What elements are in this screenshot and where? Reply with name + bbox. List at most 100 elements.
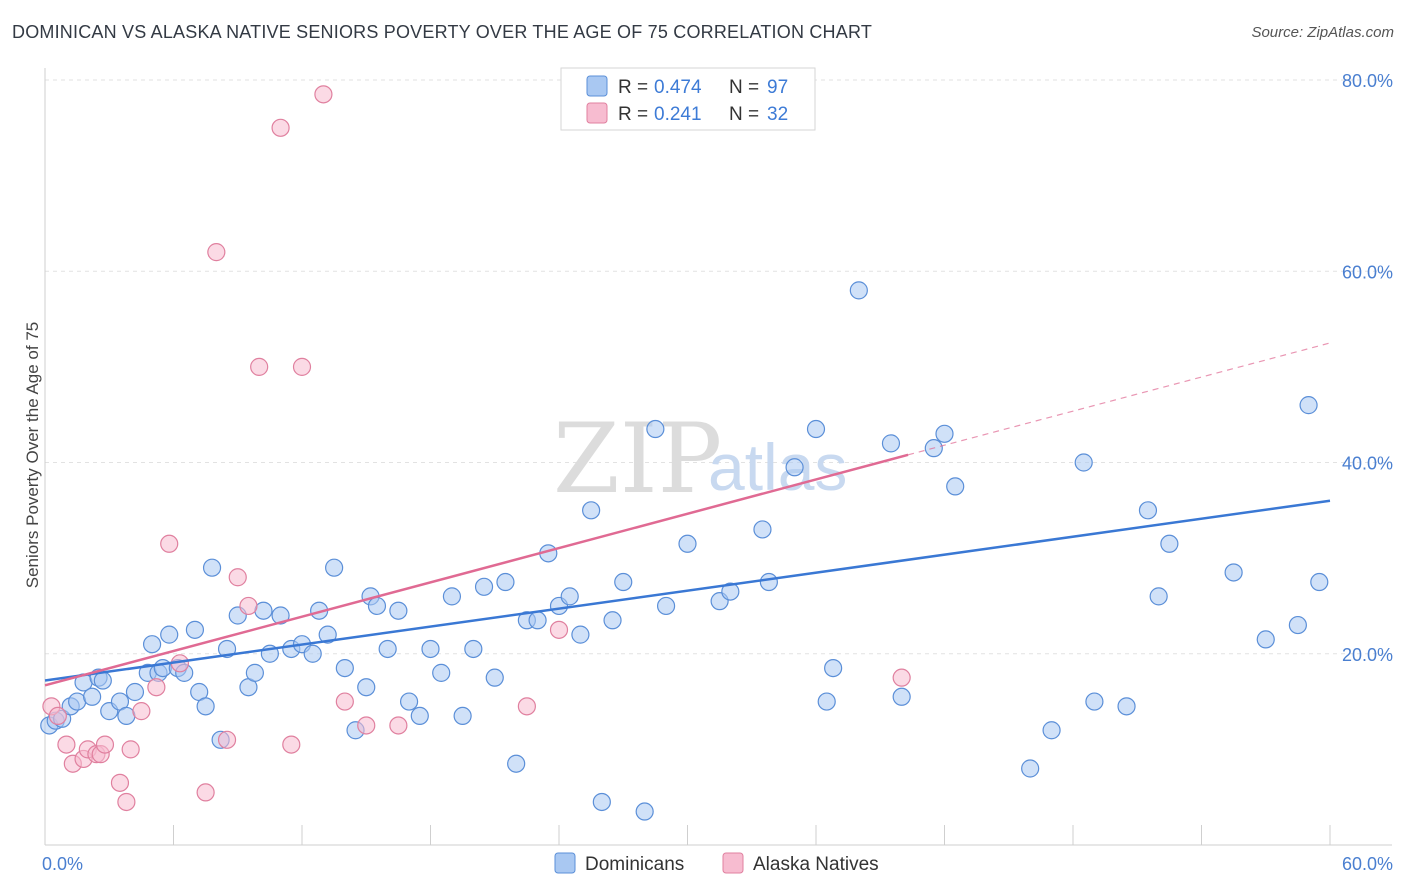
x-tick-label-1: 60.0% xyxy=(1342,854,1393,874)
point-1-23 xyxy=(282,735,301,754)
point-0-44 xyxy=(389,601,408,620)
point-1-31 xyxy=(892,668,911,687)
point-1-10 xyxy=(117,792,136,812)
point-0-38 xyxy=(335,658,354,678)
point-0-53 xyxy=(485,668,504,687)
y-tick-label-2: 60.0% xyxy=(1342,262,1393,282)
point-0-34 xyxy=(303,644,322,663)
point-0-96 xyxy=(1310,572,1329,592)
point-0-55 xyxy=(507,754,526,773)
point-0-68 xyxy=(656,596,676,616)
point-0-4 xyxy=(68,692,87,711)
legend-swatch-1 xyxy=(586,102,608,124)
point-0-85 xyxy=(1042,721,1061,740)
point-0-22 xyxy=(196,697,215,716)
point-0-65 xyxy=(614,572,633,592)
point-0-51 xyxy=(464,639,483,659)
axes xyxy=(44,68,1392,846)
point-1-29 xyxy=(517,697,536,716)
point-0-45 xyxy=(399,692,419,711)
point-0-14 xyxy=(142,635,162,654)
trend-line-0 xyxy=(44,499,1331,682)
point-1-18 xyxy=(217,730,237,749)
point-0-46 xyxy=(410,706,429,726)
legend-swatch-0 xyxy=(586,75,608,97)
watermark: ZIP atlas xyxy=(553,403,847,515)
point-0-86 xyxy=(1074,453,1093,472)
point-0-29 xyxy=(254,601,273,620)
point-1-13 xyxy=(147,678,166,697)
point-0-88 xyxy=(1117,697,1136,716)
point-1-2 xyxy=(57,735,76,754)
bottom-legend-label-1: Alaska Natives xyxy=(753,854,879,875)
point-0-64 xyxy=(603,611,622,630)
point-0-36 xyxy=(318,625,337,644)
point-0-84 xyxy=(1021,759,1040,778)
legend-n-label-1: N = xyxy=(729,104,759,125)
point-1-12 xyxy=(132,702,151,721)
point-0-80 xyxy=(892,687,911,706)
point-1-25 xyxy=(314,85,333,104)
point-1-21 xyxy=(250,357,269,376)
point-0-93 xyxy=(1256,630,1275,649)
point-0-40 xyxy=(357,678,376,697)
point-1-27 xyxy=(357,716,376,735)
point-1-24 xyxy=(292,357,312,376)
point-0-74 xyxy=(785,458,804,477)
point-1-9 xyxy=(110,773,130,792)
point-0-20 xyxy=(185,620,205,639)
y-tick-label-1: 40.0% xyxy=(1342,454,1393,474)
point-1-30 xyxy=(549,620,569,639)
point-0-82 xyxy=(935,424,954,443)
grid-lines xyxy=(45,79,1392,655)
point-0-69 xyxy=(678,534,697,553)
legend: R = 0.474 N = 97 R = 0.241 N = 32 xyxy=(560,67,816,131)
point-1-17 xyxy=(207,243,226,262)
bottom-legend: Dominicans Alaska Natives xyxy=(554,852,879,875)
point-1-26 xyxy=(335,692,354,711)
point-0-11 xyxy=(117,706,136,726)
point-0-95 xyxy=(1299,396,1318,415)
point-0-73 xyxy=(759,572,778,592)
point-0-79 xyxy=(881,434,901,453)
trend-line-dashed-1 xyxy=(907,342,1331,456)
y-axis-label: Seniors Poverty Over the Age of 75 xyxy=(23,322,42,588)
watermark-atlas: atlas xyxy=(708,430,847,504)
bottom-legend-swatch-0 xyxy=(554,852,576,874)
trend-line-1 xyxy=(44,453,909,687)
point-1-8 xyxy=(95,735,115,754)
point-0-50 xyxy=(453,706,472,726)
point-0-76 xyxy=(817,692,836,711)
point-0-71 xyxy=(721,582,740,601)
point-0-12 xyxy=(125,682,145,702)
point-0-37 xyxy=(325,558,344,577)
point-0-52 xyxy=(474,577,494,596)
point-0-89 xyxy=(1138,501,1158,520)
point-0-49 xyxy=(442,587,462,606)
point-0-54 xyxy=(496,572,515,592)
point-0-17 xyxy=(160,625,179,644)
point-0-94 xyxy=(1288,615,1307,635)
point-0-92 xyxy=(1224,563,1243,582)
point-0-72 xyxy=(753,520,772,539)
point-0-48 xyxy=(432,663,451,682)
legend-r-label-0: R = xyxy=(618,77,648,98)
point-0-77 xyxy=(824,658,843,678)
point-0-8 xyxy=(93,671,112,690)
legend-n-value-0: 97 xyxy=(767,77,788,98)
point-0-31 xyxy=(271,606,290,625)
point-1-20 xyxy=(239,596,258,616)
legend-n-value-1: 32 xyxy=(767,104,788,125)
point-0-67 xyxy=(646,419,665,439)
point-1-19 xyxy=(228,568,247,587)
point-1-1 xyxy=(48,706,67,726)
x-tick-label-0: 0.0% xyxy=(42,854,83,874)
point-0-75 xyxy=(806,419,826,439)
point-0-23 xyxy=(202,558,222,577)
trend-lines xyxy=(44,342,1331,687)
point-0-28 xyxy=(245,663,264,682)
watermark-zip: ZIP xyxy=(553,403,722,515)
point-0-42 xyxy=(367,596,387,616)
point-1-14 xyxy=(160,534,179,553)
